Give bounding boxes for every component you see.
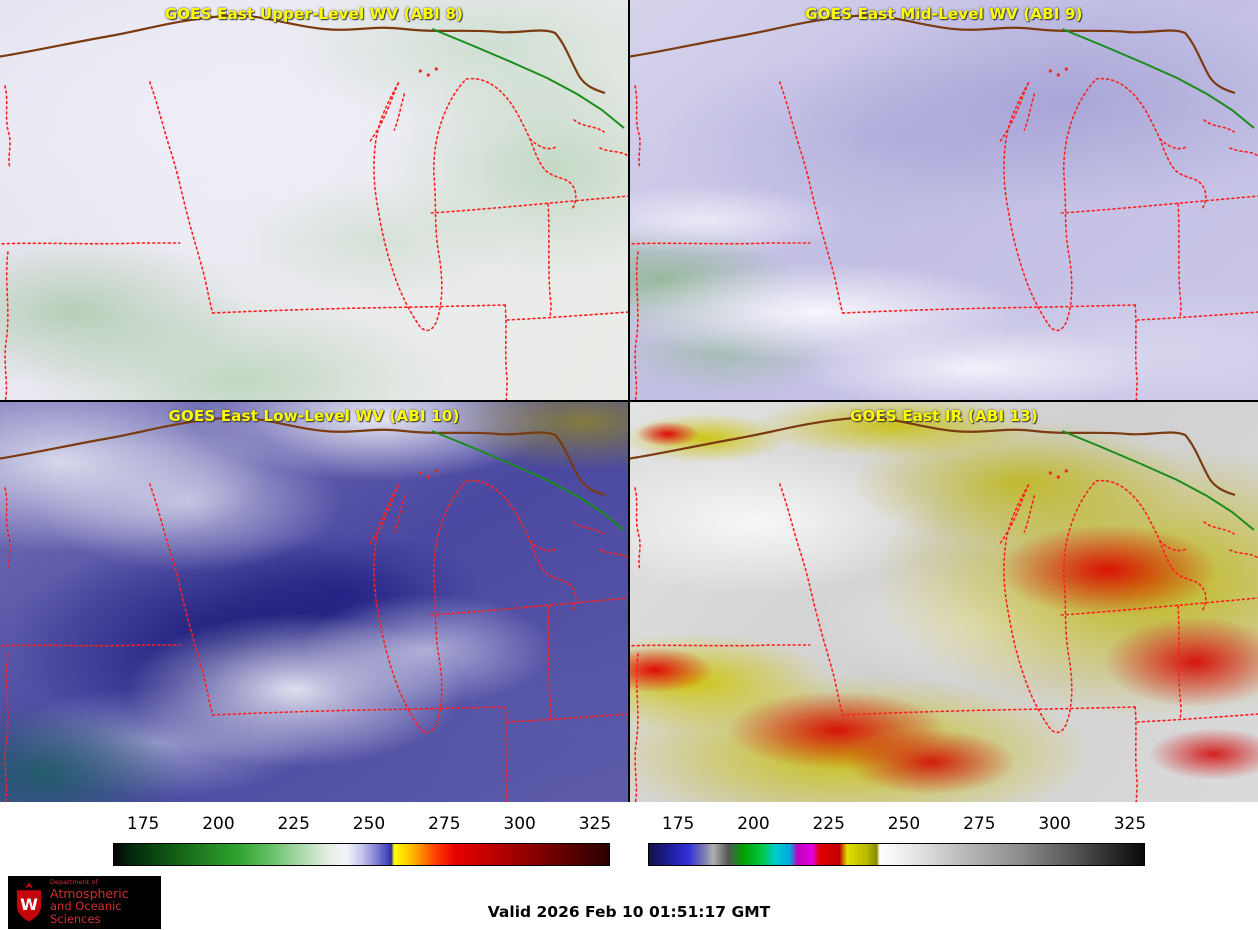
panel-title-ir: GOES East IR (ABI 13) <box>849 407 1038 425</box>
ir-tick-label: 300 <box>1038 814 1071 834</box>
map-boundaries-overlay <box>0 14 628 400</box>
ir-tick-label: 225 <box>812 814 845 834</box>
ir-tick-label: 250 <box>887 814 921 834</box>
uw-crest-icon: W <box>16 881 42 921</box>
wv-tick-label: 300 <box>503 814 536 834</box>
panel-ir: GOES East IR (ABI 13) <box>630 402 1258 802</box>
uw-aos-logo[interactable]: W Department of Atmospheric and Oceanic … <box>8 876 161 929</box>
wv-tick-label: 325 <box>578 814 612 834</box>
ir-tick-label: 325 <box>1113 814 1147 834</box>
wv-tick-label: 275 <box>428 814 461 834</box>
map-boundaries-overlay <box>630 416 1258 802</box>
valid-time-label: Valid 2026 Feb 10 01:51:17 GMT <box>487 903 771 921</box>
wv-tick-label: 250 <box>352 814 386 834</box>
crest-flame <box>24 881 34 889</box>
panel-title-mid-wv: GOES East Mid-Level WV (ABI 9) <box>805 5 1083 23</box>
ir-tick-label: 175 <box>661 814 695 834</box>
panel-upper-level-wv: GOES East Upper-Level WV (ABI 8) <box>0 0 628 400</box>
wv-tick-label: 175 <box>126 814 160 834</box>
panel-low-level-wv: GOES East Low-Level WV (ABI 10) <box>0 402 628 802</box>
logo-text: Department of Atmospheric and Oceanic Sc… <box>50 878 161 926</box>
panel-mid-level-wv: GOES East Mid-Level WV (ABI 9) <box>630 0 1258 400</box>
map-boundaries-overlay <box>0 416 628 802</box>
satellite-image-grid: GOES East Upper-Level WV (ABI 8) GOES Ea… <box>0 0 1258 802</box>
ir-tick-label: 275 <box>963 814 996 834</box>
wv-colorbar-block: 175 200 225 250 275 300 325 <box>113 812 612 870</box>
ir-colorbar-block: 175 200 225 250 275 300 325 <box>648 812 1147 870</box>
map-boundaries-overlay <box>630 14 1258 400</box>
wv-tick-label: 225 <box>277 814 310 834</box>
crest-shield <box>16 889 42 921</box>
ir-colorbar <box>648 843 1145 866</box>
panel-title-upper-wv: GOES East Upper-Level WV (ABI 8) <box>164 5 464 23</box>
logo-line-atmospheric: Atmospheric <box>50 885 129 901</box>
panel-title-low-wv: GOES East Low-Level WV (ABI 10) <box>168 407 460 425</box>
ir-colorbar-tick-row: 175 200 225 250 275 300 325 <box>648 812 1147 838</box>
crest-letter: W <box>20 894 38 913</box>
wv-colorbar <box>113 843 610 866</box>
logo-line-department-of: Department of <box>50 878 98 887</box>
wv-tick-label: 200 <box>202 814 235 834</box>
ir-tick-label: 200 <box>737 814 770 834</box>
logo-line-oceanic-sciences: and Oceanic Sciences <box>50 899 122 926</box>
wv-colorbar-tick-row: 175 200 225 250 275 300 325 <box>113 812 612 838</box>
